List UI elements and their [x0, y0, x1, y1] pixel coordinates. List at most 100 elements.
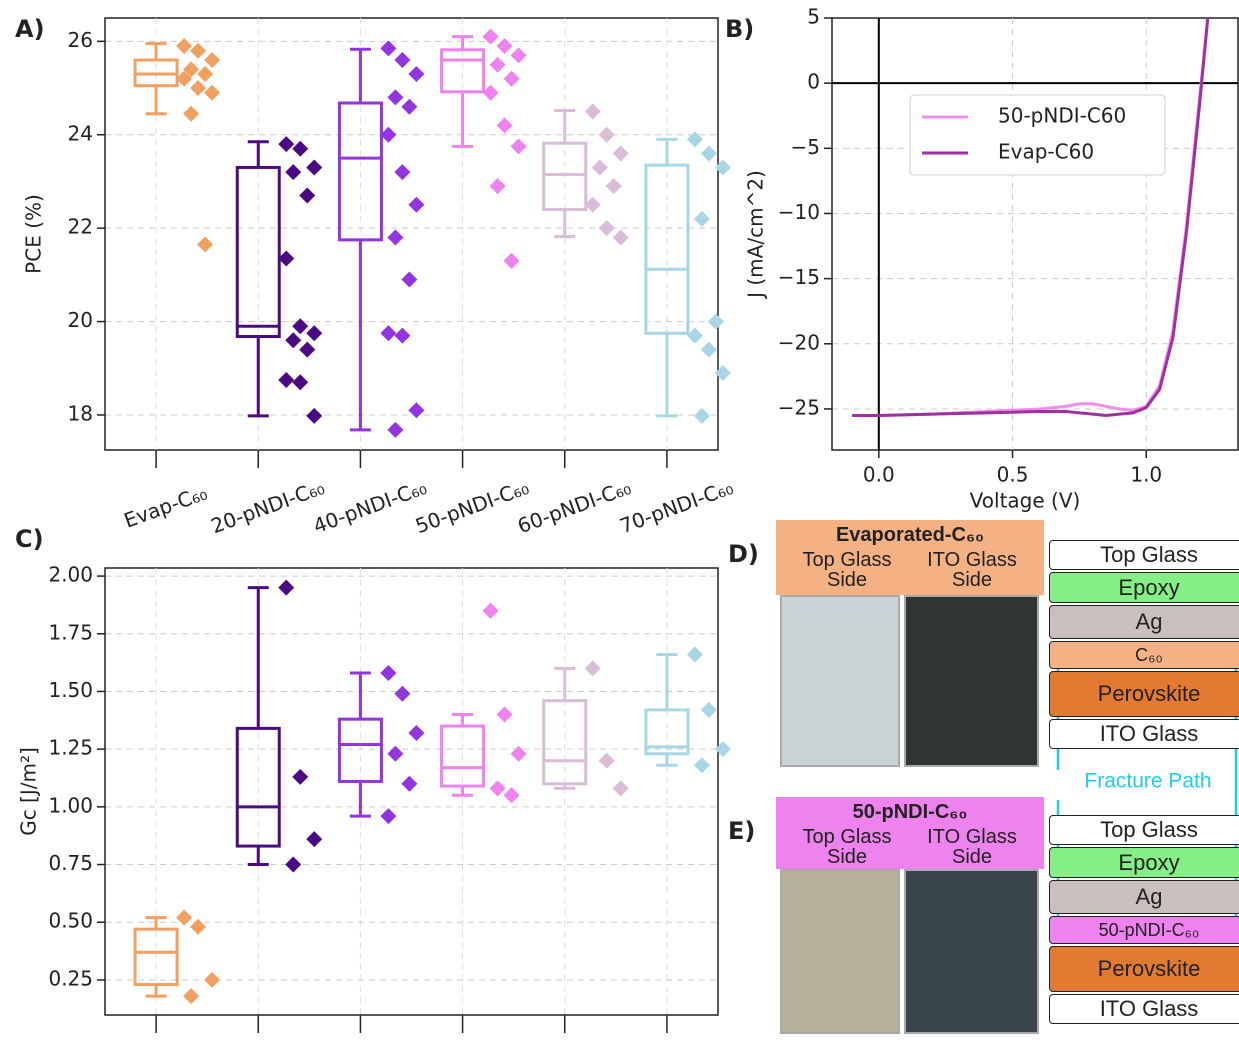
x-tick-label: 20-pNDI-C₆₀ [208, 475, 328, 538]
point [380, 665, 397, 681]
y-tick-label: −25 [778, 395, 820, 419]
x-tick-label: 60-pNDI-C₆₀ [514, 475, 634, 538]
y-tick-label: 24 [68, 121, 93, 145]
point [401, 98, 418, 115]
point [686, 646, 703, 663]
point [700, 145, 717, 162]
photo [780, 869, 900, 1034]
box [337, 717, 383, 783]
y-tick-label: 22 [68, 215, 93, 239]
point [183, 988, 200, 1005]
point [190, 918, 207, 935]
point [714, 159, 731, 176]
layer: Perovskite [1049, 946, 1239, 992]
box [542, 141, 588, 211]
y-tick-label: 1.75 [48, 620, 93, 644]
point [292, 140, 309, 157]
point [387, 421, 404, 438]
box [542, 699, 588, 786]
box [440, 48, 486, 94]
point [408, 196, 425, 213]
point [387, 89, 404, 106]
panel-label: A) [15, 15, 45, 43]
point [496, 117, 513, 134]
point [693, 407, 710, 424]
x-tick-label: 70-pNDI-C₆₀ [616, 475, 736, 538]
point [686, 131, 703, 148]
point [387, 745, 404, 762]
point [306, 325, 323, 342]
y-tick-label: 2.00 [48, 563, 93, 587]
y-tick-label: 1.25 [48, 736, 93, 760]
point [306, 831, 323, 848]
point [700, 701, 717, 718]
plot-frame [104, 567, 719, 1016]
header-title: Evaporated-C₆₀ [835, 524, 985, 546]
column-label: ITO Glass Side [927, 826, 1017, 868]
y-axis-label: Gc [J/m²] [17, 747, 41, 836]
photo [780, 595, 900, 767]
column-label: ITO Glass Side [927, 549, 1017, 591]
point [482, 28, 499, 45]
point [714, 364, 731, 381]
point [686, 327, 703, 344]
x-tick-label: Evap-C₆₀ [121, 480, 211, 532]
y-tick-label: −10 [778, 200, 820, 224]
point [482, 602, 499, 619]
layer: 50-pNDI-C₆₀ [1049, 916, 1239, 944]
panel-label: B) [725, 15, 754, 43]
x-tick-label: 0.0 [863, 463, 895, 487]
point [204, 84, 221, 101]
point [496, 38, 513, 55]
y-tick-label: −15 [778, 265, 820, 289]
legend-label: 50-pNDI-C60 [998, 104, 1126, 128]
y-tick-label: 18 [68, 401, 93, 425]
plot-frame [831, 17, 1239, 451]
layer: Top Glass [1049, 540, 1239, 570]
point [197, 66, 214, 83]
point [292, 318, 309, 335]
box [440, 724, 486, 788]
point [401, 271, 418, 288]
x-tick-label: 1.0 [1130, 463, 1162, 487]
point [387, 229, 404, 246]
point [605, 178, 622, 195]
point [306, 407, 323, 424]
y-tick-label: 0.25 [48, 966, 93, 990]
point [408, 66, 425, 83]
point [489, 178, 506, 195]
panel-label: E) [728, 817, 756, 845]
point [598, 220, 615, 237]
y-tick-label: 1.50 [48, 678, 93, 702]
y-tick-label: 1.00 [48, 793, 93, 817]
point [278, 371, 295, 388]
point [190, 42, 207, 59]
point [278, 250, 295, 267]
point [183, 105, 200, 122]
point [612, 229, 629, 246]
x-tick-label: 0.5 [997, 463, 1029, 487]
point [598, 752, 615, 769]
box [235, 165, 281, 339]
panel-label: D) [728, 540, 759, 568]
point [197, 236, 214, 253]
photo [904, 869, 1039, 1034]
box [644, 708, 690, 756]
x-axis-label: Voltage (V) [970, 489, 1081, 513]
layer: ITO Glass [1049, 994, 1239, 1024]
point [693, 210, 710, 227]
point [584, 660, 601, 677]
point [380, 40, 397, 57]
y-tick-label: 5 [807, 5, 820, 29]
layer: C₆₀ [1049, 641, 1239, 669]
layer: ITO Glass [1049, 719, 1239, 749]
point [482, 84, 499, 101]
point [707, 313, 724, 330]
y-tick-label: −20 [778, 330, 820, 354]
layer: Epoxy [1049, 847, 1239, 878]
y-axis-label: J (mA/cm^2) [744, 170, 768, 300]
layer: Top Glass [1049, 815, 1239, 845]
point [591, 159, 608, 176]
point [380, 808, 397, 825]
panel-label: C) [15, 525, 44, 553]
